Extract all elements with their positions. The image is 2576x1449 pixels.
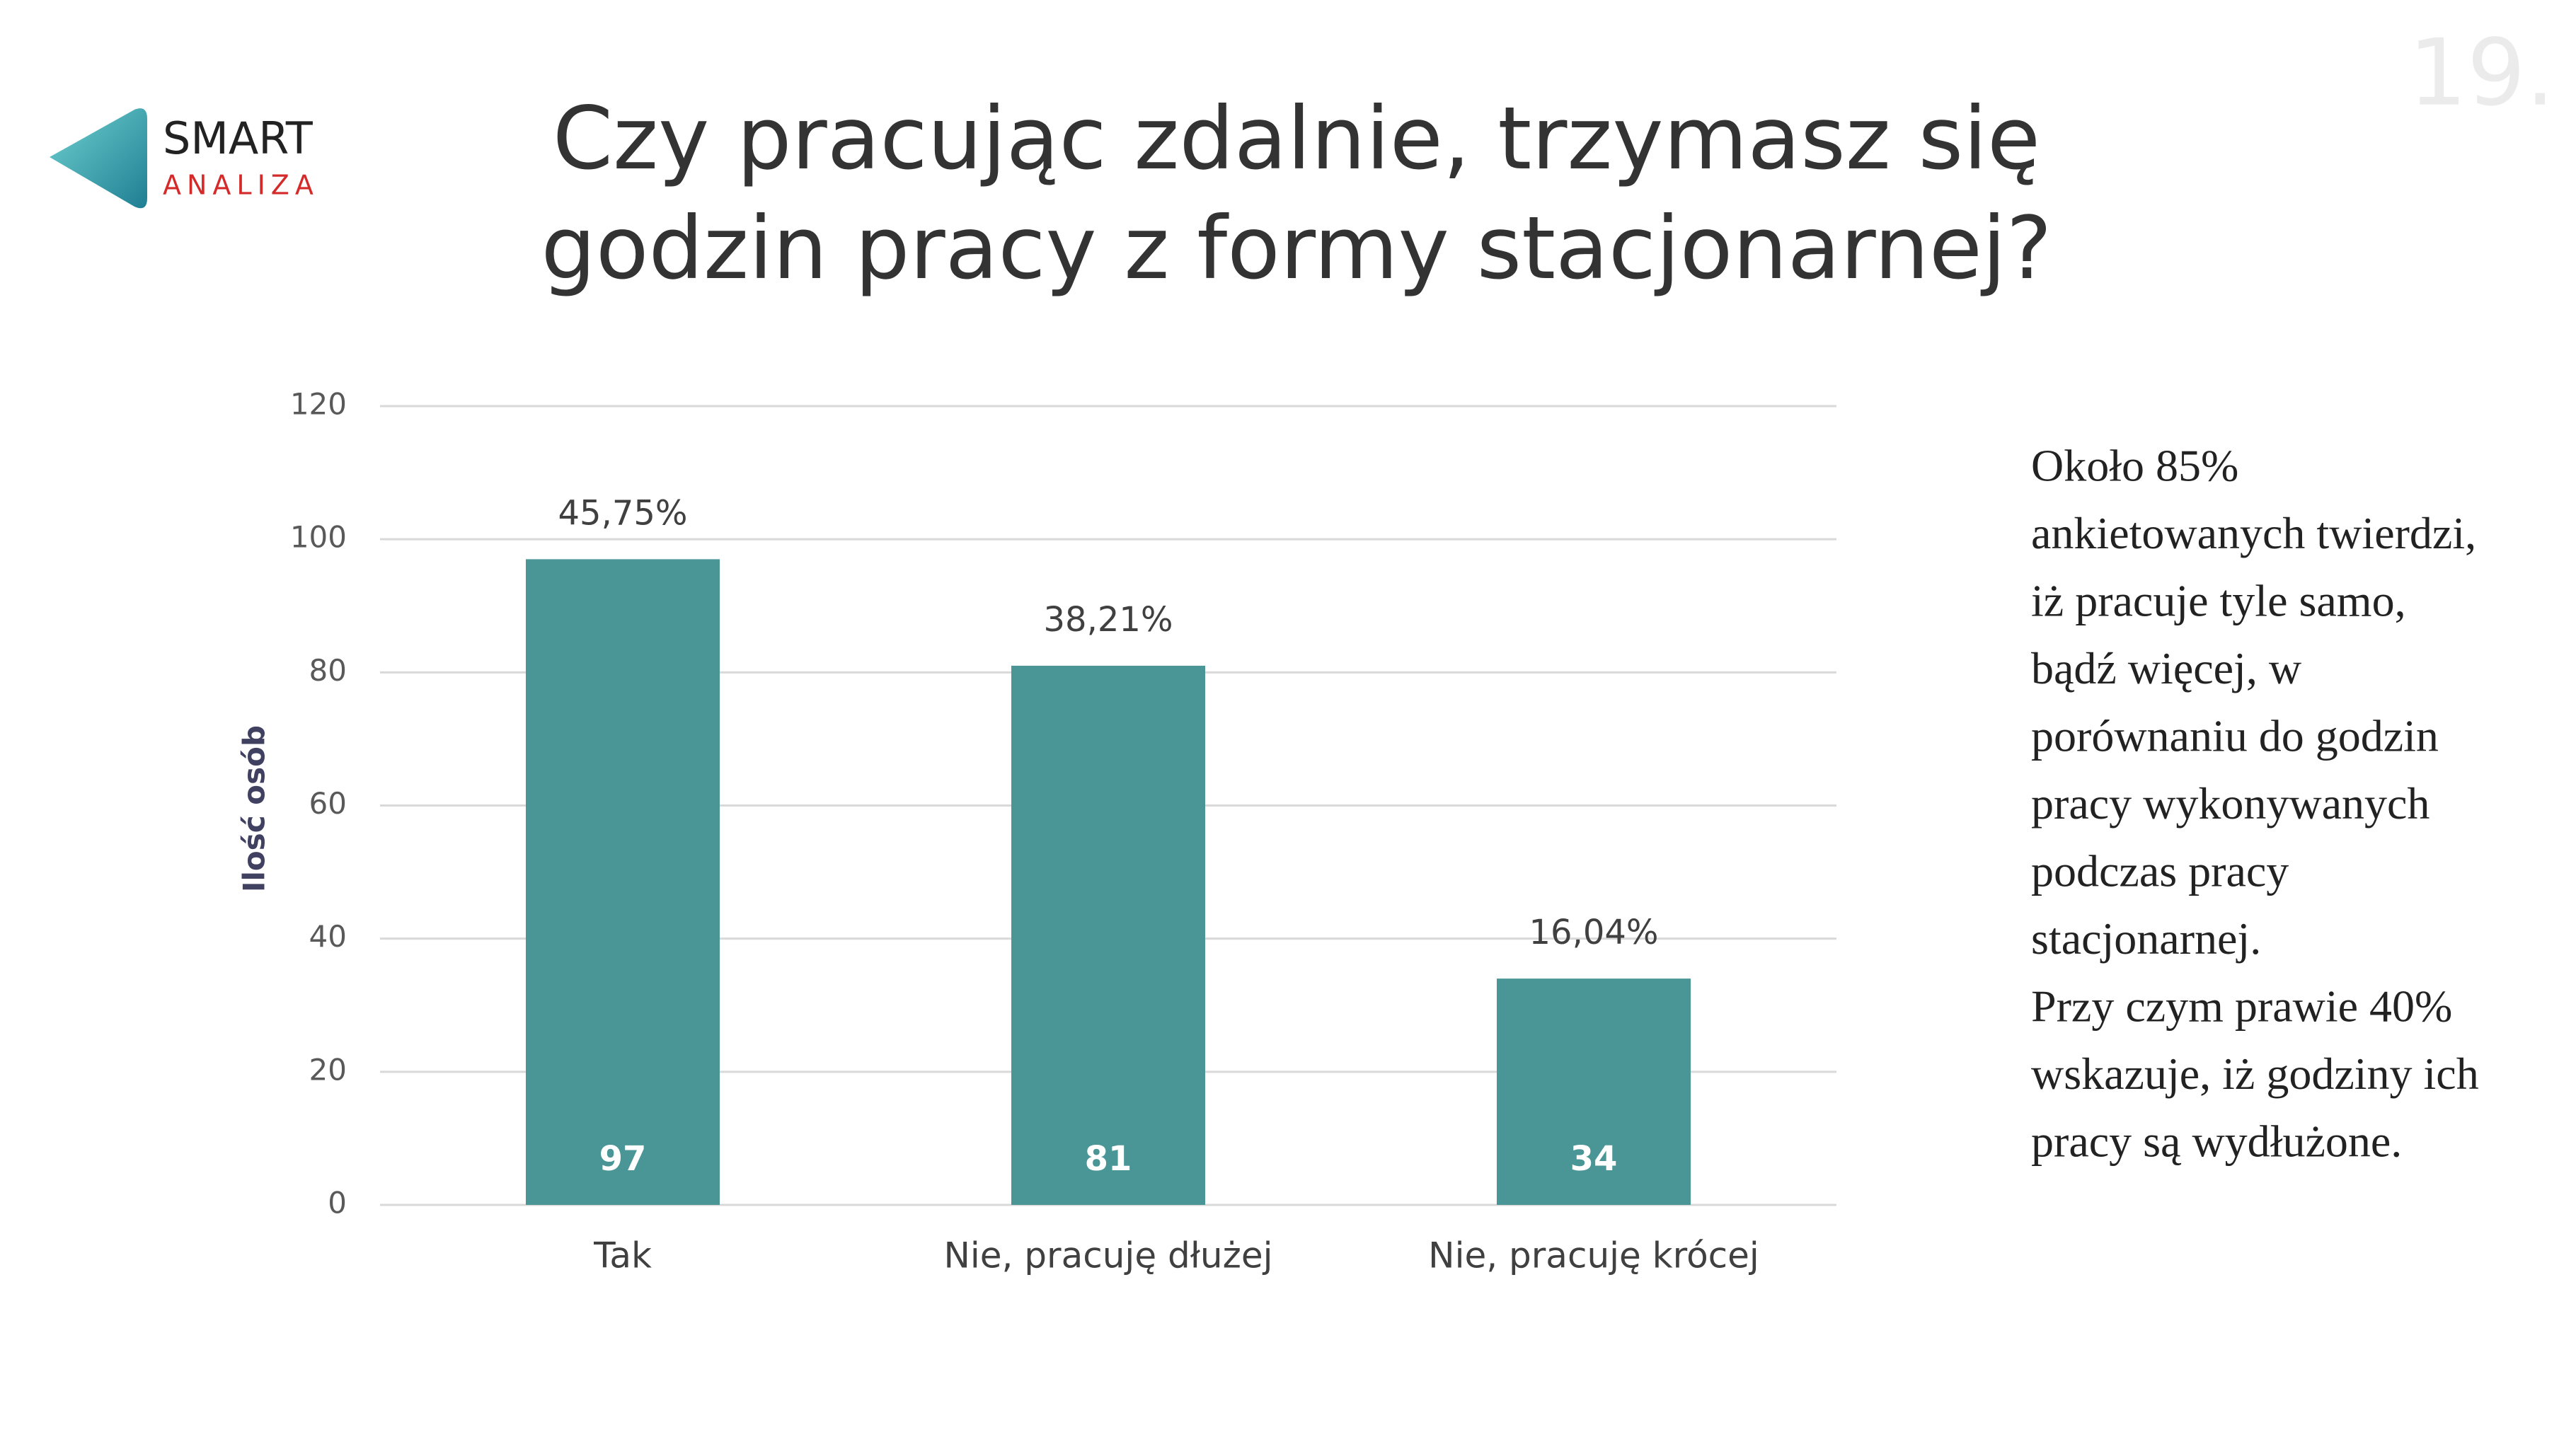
note-line: Około 85%	[2031, 441, 2238, 491]
note: Około 85% ankietowanych twierdzi, iż pracu…	[2031, 441, 2479, 1167]
note-line: stacjonarnej.	[2031, 913, 2261, 964]
y-tick-label: 120	[290, 387, 347, 422]
y-tick-label: 40	[309, 919, 347, 954]
bar	[526, 559, 720, 1205]
percent-label: 38,21%	[1043, 600, 1173, 640]
note-line: bądź więcej, w	[2031, 643, 2301, 693]
logo: SMART ANALIZA	[50, 108, 319, 209]
y-axis-label: Ilość osób	[237, 725, 272, 892]
y-tick-label: 100	[290, 520, 347, 555]
note-line: pracy są wydłużone.	[2031, 1116, 2402, 1167]
page-number: 19.	[2408, 19, 2555, 127]
x-tick-label: Tak	[593, 1235, 652, 1276]
logo-icon	[50, 108, 147, 209]
x-tick-label: Nie, pracuję dłużej	[943, 1235, 1272, 1276]
y-tick-label: 60	[309, 786, 347, 821]
logo-subname: ANALIZA	[163, 170, 319, 201]
x-tick-label: Nie, pracuję krócej	[1428, 1235, 1759, 1276]
value-label: 81	[1085, 1139, 1132, 1179]
percent-label: 45,75%	[558, 493, 687, 533]
percent-label: 16,04%	[1529, 913, 1658, 952]
value-label: 97	[599, 1139, 647, 1179]
y-tick-label: 0	[328, 1186, 347, 1220]
note-line: Przy czym prawie 40%	[2031, 981, 2452, 1032]
title-line: Czy pracując zdalnie, trzymasz się	[553, 88, 2040, 189]
y-tick-label: 80	[309, 653, 347, 688]
value-label: 34	[1570, 1139, 1618, 1179]
y-tick-label: 20	[309, 1052, 347, 1087]
note-line: iż pracuje tyle samo,	[2031, 576, 2406, 626]
logo-name: SMART	[163, 112, 314, 164]
note-line: porównaniu do godzin	[2031, 711, 2439, 761]
plot: 0 20 40 60 80 100 120 Tak 97 45,75% Nie, pracuję d…	[290, 387, 1836, 1276]
note-line: wskazuje, iż godziny ich	[2031, 1049, 2479, 1099]
bar	[1497, 978, 1691, 1205]
note-line: pracy wykonywanych	[2031, 778, 2430, 829]
note-line: ankietowanych twierdzi,	[2031, 508, 2476, 558]
bar	[1011, 665, 1205, 1205]
note-line: podczas pracy	[2031, 846, 2289, 896]
title-line: godzin pracy z formy stacjonarnej?	[541, 198, 2052, 299]
